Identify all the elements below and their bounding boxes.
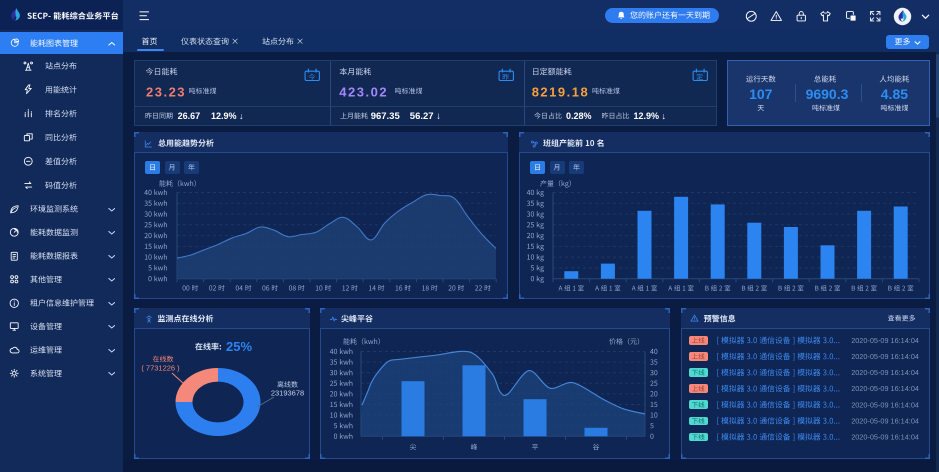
svg-text:12.9% ↓: 12.9% ↓ <box>211 111 244 121</box>
svg-text:2020-05-09 16:14:04: 2020-05-09 16:14:04 <box>851 400 919 409</box>
svg-text:967.35: 967.35 <box>371 111 401 122</box>
svg-text:2020-05-09 16:14:04: 2020-05-09 16:14:04 <box>851 336 919 345</box>
svg-text:107: 107 <box>749 86 773 102</box>
svg-text:56.27 ↓: 56.27 ↓ <box>410 111 441 122</box>
svg-text:( 7731226 ): ( 7731226 ) <box>141 364 180 373</box>
svg-text:2020-05-09 16:14:04: 2020-05-09 16:14:04 <box>851 384 919 393</box>
svg-text:423.02: 423.02 <box>339 84 388 99</box>
svg-text:26.67: 26.67 <box>178 111 201 121</box>
svg-text:23193678: 23193678 <box>271 389 304 398</box>
svg-text:9690.3: 9690.3 <box>806 86 849 102</box>
svg-text:2020-05-09 16:14:04: 2020-05-09 16:14:04 <box>851 433 919 442</box>
svg-text:23.23: 23.23 <box>146 84 186 99</box>
svg-text:8219.18: 8219.18 <box>532 84 590 99</box>
svg-text:4.85: 4.85 <box>881 86 908 102</box>
svg-text:2020-05-09 16:14:04: 2020-05-09 16:14:04 <box>851 416 919 425</box>
svg-text:0.28%: 0.28% <box>566 111 592 121</box>
svg-text:25%: 25% <box>226 339 252 354</box>
svg-text:2020-05-09 16:14:04: 2020-05-09 16:14:04 <box>851 368 919 377</box>
svg-text:2020-05-09 16:14:04: 2020-05-09 16:14:04 <box>851 352 919 361</box>
svg-text:12.9% ↓: 12.9% ↓ <box>634 111 667 121</box>
